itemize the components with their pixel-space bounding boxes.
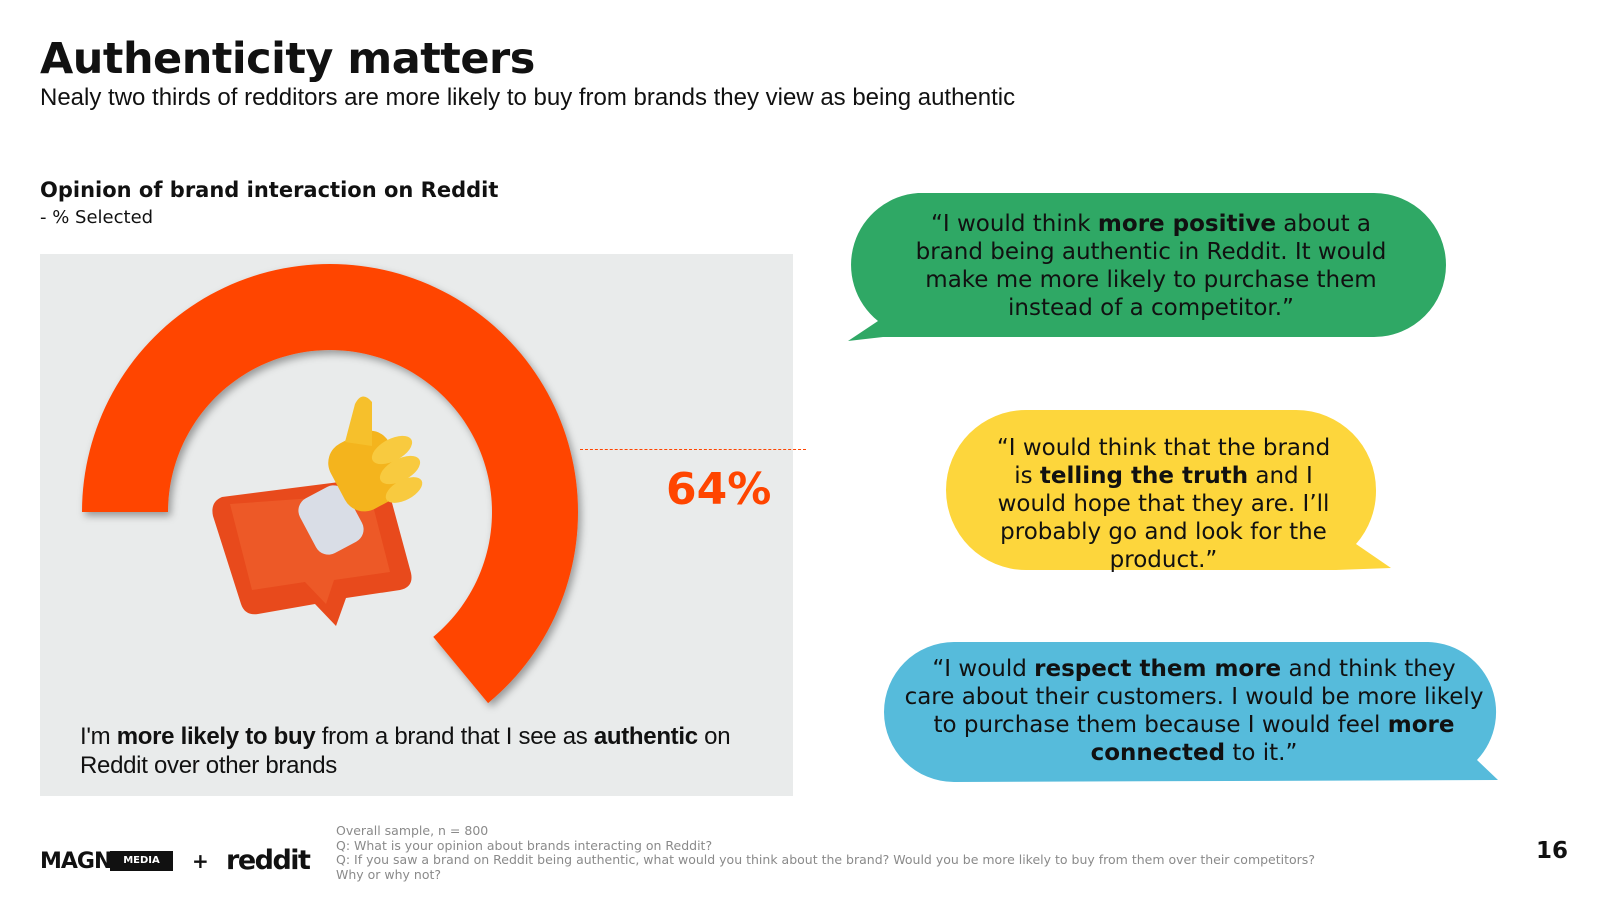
page-title: Authenticity matters bbox=[40, 34, 535, 84]
footnote: Q: What is your opinion about brands int… bbox=[336, 837, 713, 853]
caption-bold: authentic bbox=[593, 723, 698, 750]
page-number: 16 bbox=[1536, 838, 1569, 864]
donut-arc-value bbox=[82, 263, 579, 704]
quote-text: “I would think more positive about a bra… bbox=[915, 211, 1387, 321]
media-trials-logo: MEDIA TRIALS bbox=[110, 851, 173, 886]
reddit-logo: reddit bbox=[226, 845, 311, 876]
bubble-shape bbox=[848, 193, 1446, 341]
thumbs-up-bubble-icon bbox=[212, 396, 423, 626]
caption-text: from a brand that I see as bbox=[315, 723, 594, 750]
chart-title: Opinion of brand interaction on Reddit bbox=[40, 178, 499, 202]
footnote: Overall sample, n = 800 bbox=[336, 823, 489, 838]
footnote: Q: If you saw a brand on Reddit being au… bbox=[336, 852, 1315, 867]
quote-bubble-green: “I would think more positive about a bra… bbox=[848, 193, 1478, 345]
caption-text: on Reddit over other brands bbox=[80, 723, 731, 779]
quote-bubble-blue: “I would respect them more and think the… bbox=[884, 642, 1498, 784]
quote-bubble-yellow: “I would think that the brand is telling… bbox=[946, 410, 1396, 574]
page-subtitle: Nealy two thirds of redditors are more l… bbox=[40, 84, 1016, 111]
quote-text: “I would think that the brand is telling… bbox=[996, 435, 1331, 573]
bubble-shape bbox=[884, 642, 1498, 782]
donut-value-label: 64% bbox=[666, 464, 772, 515]
caption-text: I'm bbox=[80, 723, 117, 750]
chart-caption: I'm more likely to buy from a brand that… bbox=[80, 722, 770, 780]
caption-bold: more likely to buy bbox=[116, 723, 316, 750]
bubble-shape bbox=[946, 410, 1391, 570]
footnote: Why or why not? bbox=[336, 866, 442, 882]
chart-subtitle: - % Selected bbox=[40, 207, 154, 228]
footnotes: Overall sample, n = 800 Q: What is your … bbox=[336, 823, 1315, 882]
quote-text: “I would respect them more and think the… bbox=[904, 656, 1484, 766]
donut-chart bbox=[82, 263, 579, 704]
value-leader-line bbox=[580, 449, 806, 450]
chart-panel: 64% I'm more likely to buy from a brand … bbox=[40, 254, 806, 796]
plus-sign: + bbox=[192, 849, 209, 873]
